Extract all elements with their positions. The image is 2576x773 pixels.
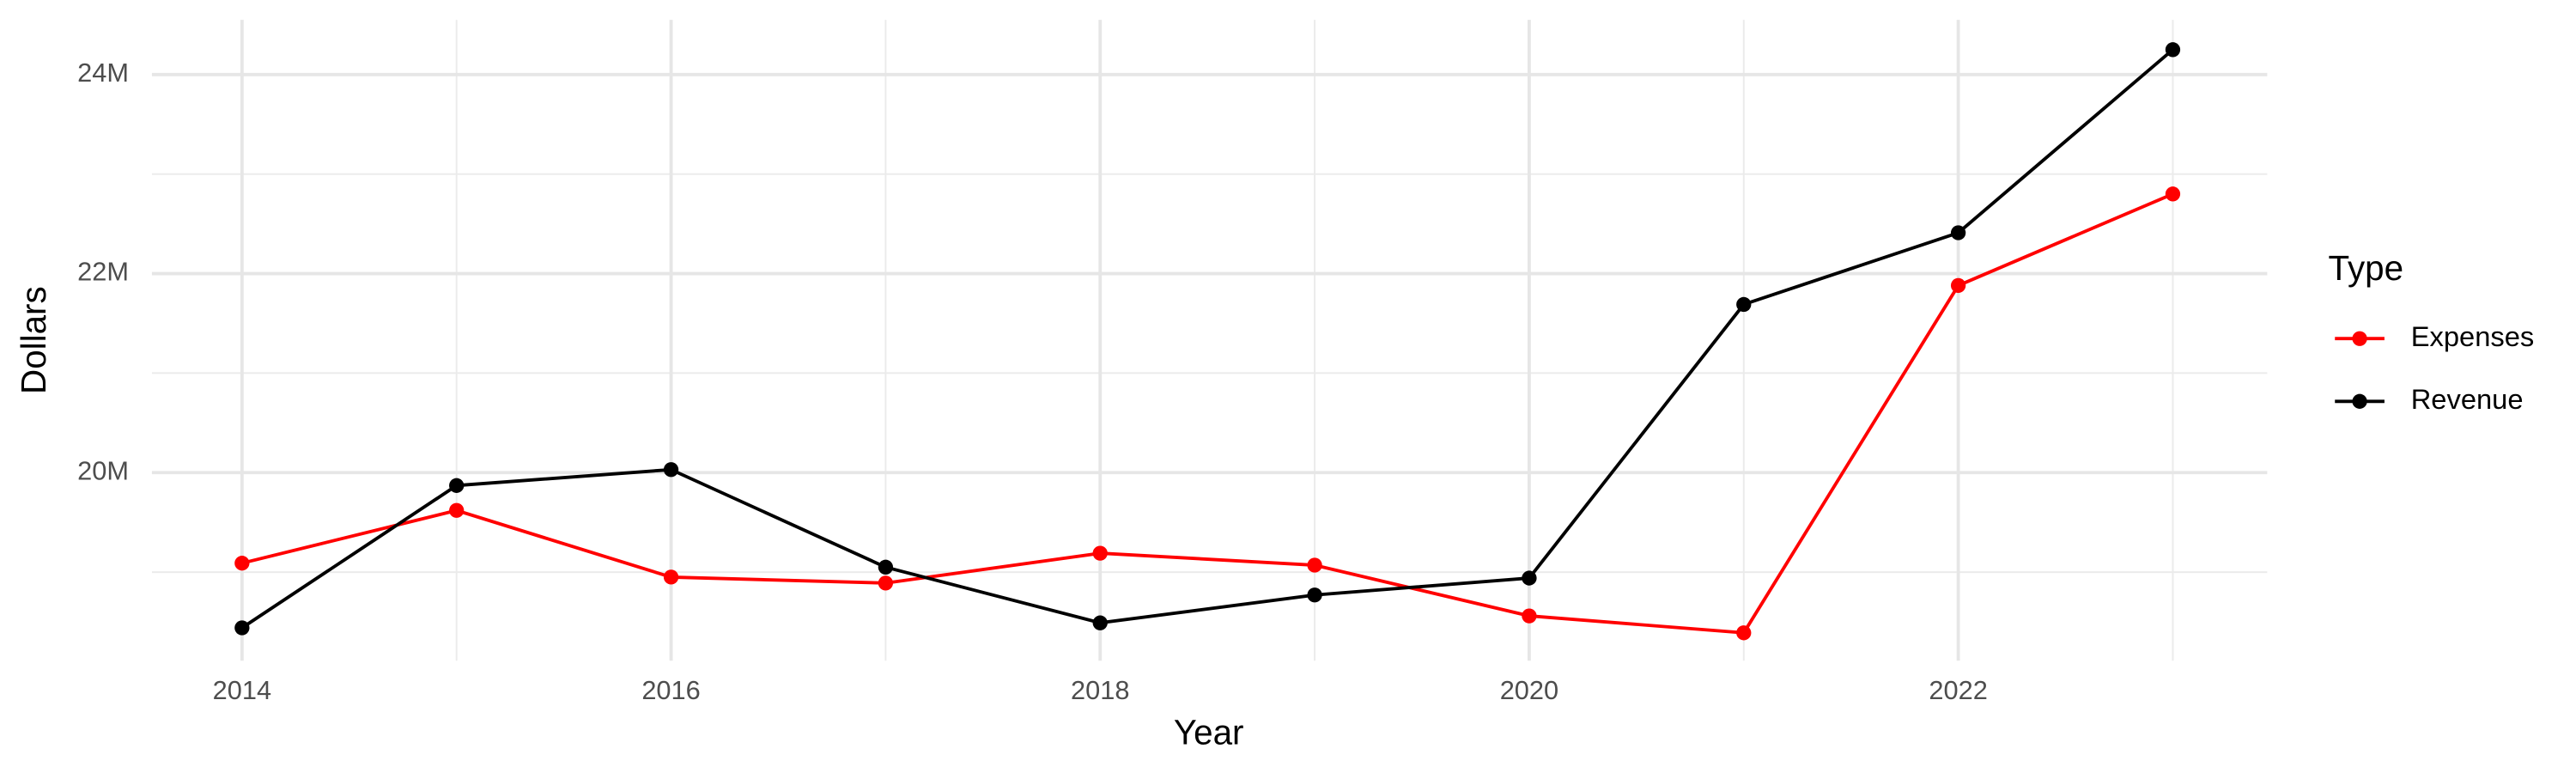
- data-point: [878, 575, 894, 591]
- legend-label: Revenue: [2411, 383, 2524, 415]
- data-point: [1092, 615, 1108, 630]
- legend-key-point: [2352, 331, 2367, 346]
- data-point: [2165, 186, 2181, 202]
- data-point: [1950, 225, 1966, 240]
- data-point: [1950, 277, 1966, 294]
- y-axis-title: Dollars: [14, 286, 53, 394]
- y-tick-label: 20M: [77, 455, 129, 485]
- legend-title: Type: [2329, 248, 2404, 288]
- data-point: [878, 559, 894, 575]
- data-point: [1307, 557, 1322, 573]
- x-axis-title: Year: [1174, 712, 1244, 752]
- data-point: [1736, 625, 1752, 641]
- data-point: [1522, 570, 1537, 586]
- data-point: [663, 569, 679, 585]
- data-point: [1522, 608, 1537, 624]
- data-point: [1092, 545, 1108, 561]
- x-tick-label: 2014: [213, 675, 271, 705]
- data-point: [663, 462, 679, 478]
- data-point: [2165, 42, 2181, 58]
- x-tick-label: 2016: [641, 675, 700, 705]
- x-tick-label: 2020: [1500, 675, 1558, 705]
- legend-key-point: [2352, 393, 2367, 409]
- data-point: [449, 478, 465, 493]
- legend-label: Expenses: [2411, 320, 2535, 352]
- x-tick-label: 2018: [1071, 675, 1129, 705]
- y-tick-label: 22M: [77, 257, 129, 287]
- data-point: [449, 502, 465, 518]
- series-line: [241, 192, 2174, 635]
- data-point: [1307, 587, 1322, 603]
- data-point: [1736, 296, 1752, 313]
- y-tick-label: 24M: [77, 58, 129, 88]
- series-line: [240, 48, 2174, 630]
- data-point: [234, 556, 250, 571]
- data-point: [234, 620, 250, 636]
- x-tick-label: 2022: [1929, 675, 1987, 705]
